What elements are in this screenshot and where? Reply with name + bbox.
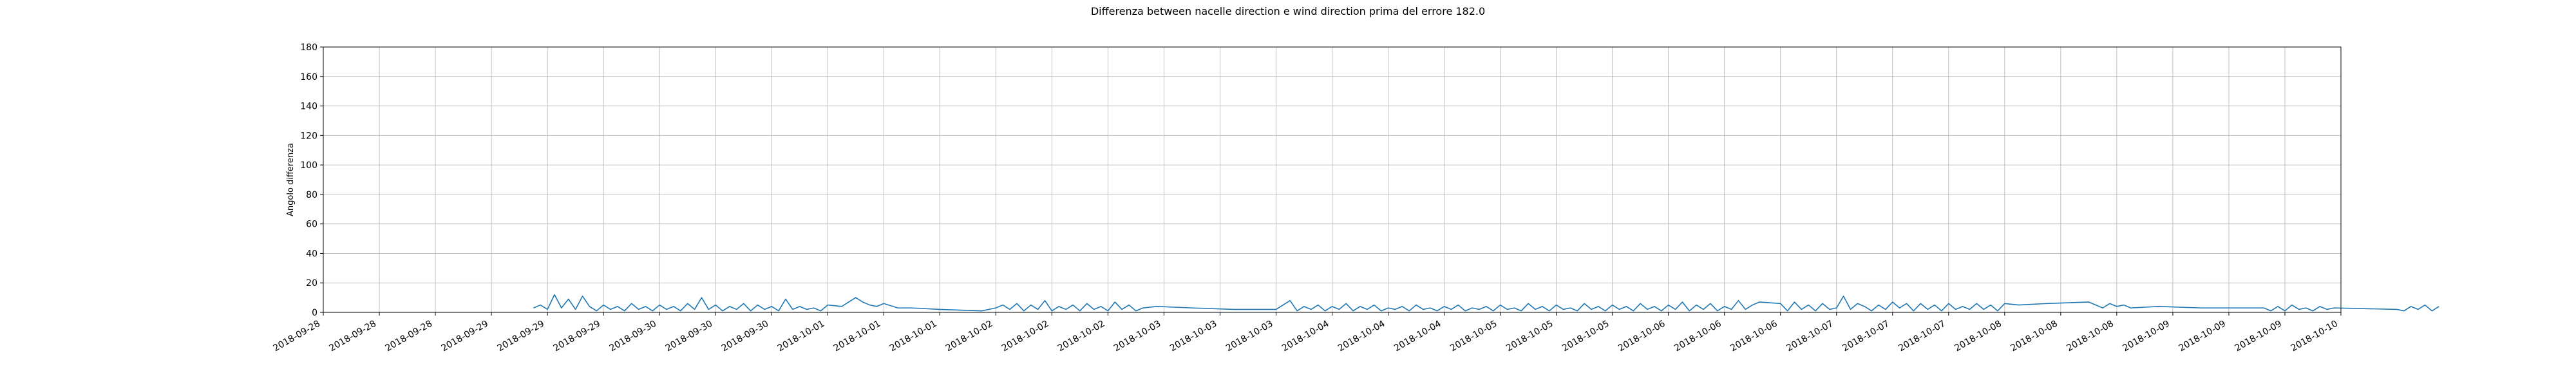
- y-tick-label: 100: [300, 160, 317, 171]
- y-tick-label: 80: [306, 190, 317, 200]
- y-tick-label: 40: [306, 249, 317, 259]
- y-tick-label: 180: [300, 43, 317, 53]
- series-layer: [533, 294, 2439, 312]
- series-line-0: [533, 294, 2439, 312]
- y-tick-label: 120: [300, 131, 317, 141]
- chart-title: Differenza between nacelle direction e w…: [1091, 5, 1485, 17]
- y-tick-label: 20: [306, 278, 317, 289]
- y-tick-label: 160: [300, 72, 317, 82]
- y-axis-label: Angolo differenza: [286, 143, 296, 216]
- y-tick-label: 0: [312, 308, 317, 318]
- y-tick-label: 60: [306, 220, 317, 230]
- y-axis: 0 20 40 60 80 100 120 140 160 180: [300, 43, 323, 318]
- grid: [323, 46, 2342, 313]
- y-tick-label: 140: [300, 102, 317, 112]
